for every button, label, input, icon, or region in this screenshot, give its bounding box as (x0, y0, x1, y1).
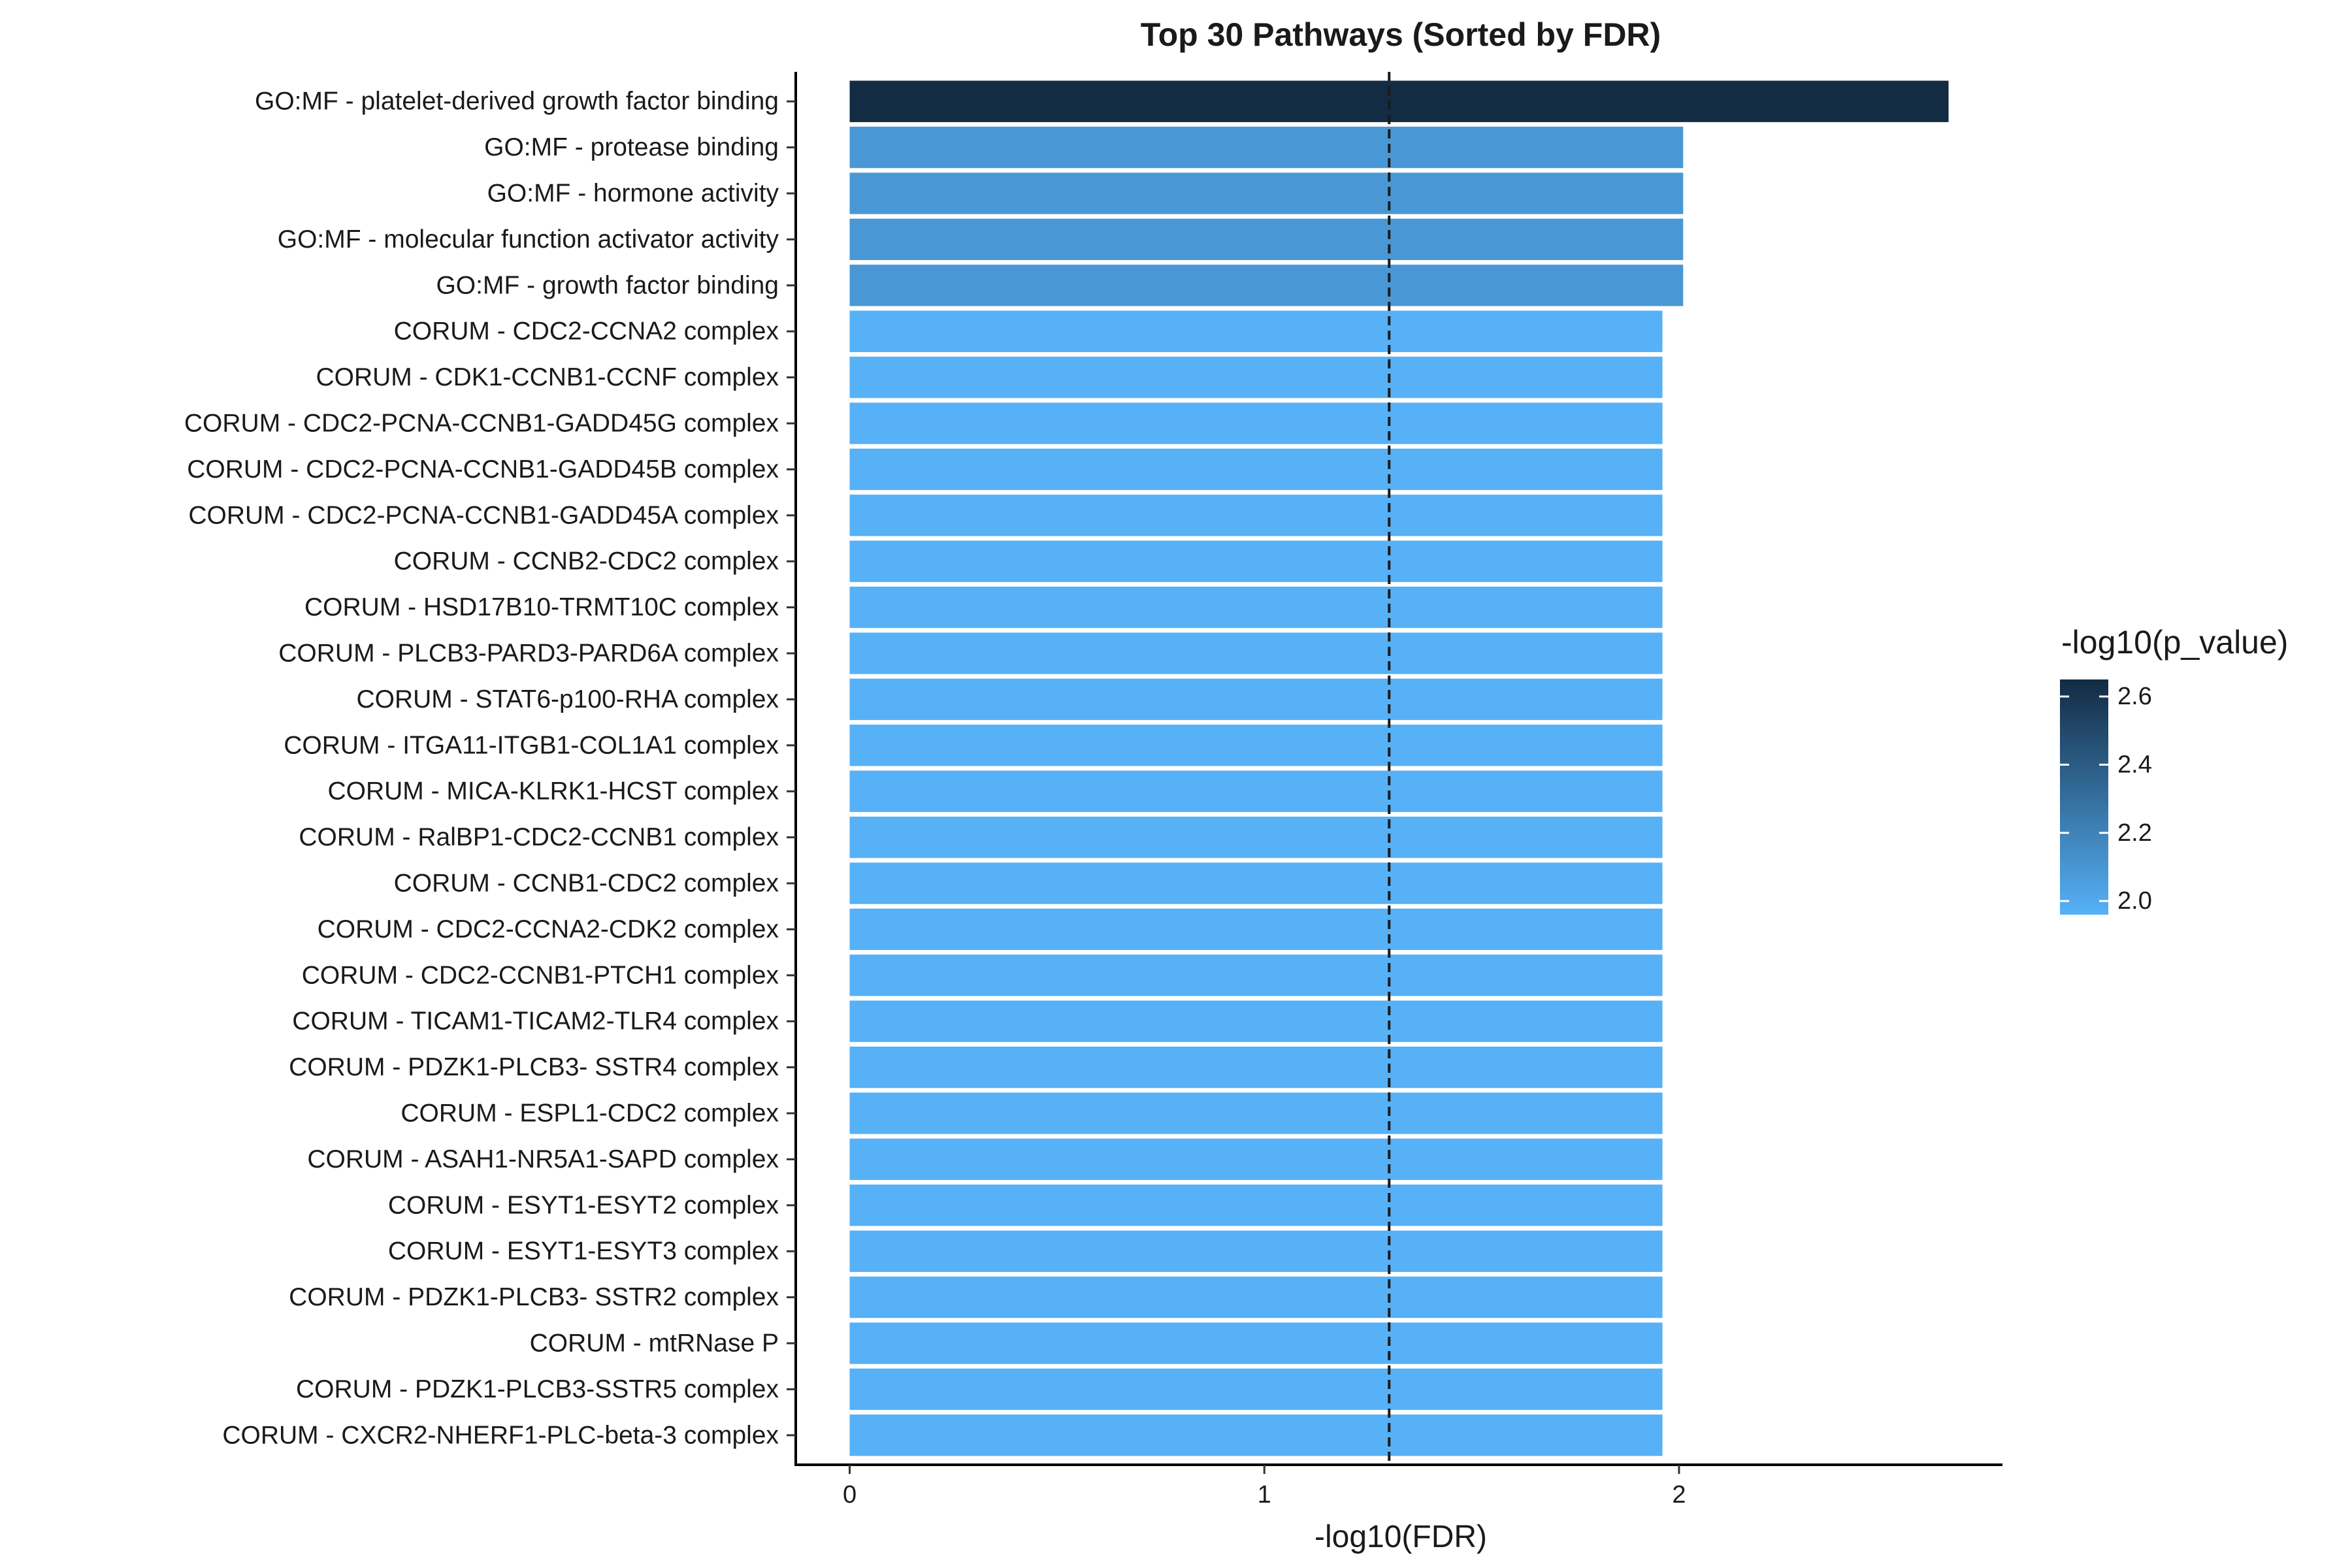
bar (849, 448, 1663, 491)
bar (849, 356, 1663, 399)
category-label: CORUM - PDZK1-PLCB3- SSTR4 complex (289, 1053, 779, 1081)
category-label: CORUM - CDK1-CCNB1-CCNF complex (316, 363, 779, 391)
x-tick-label: 0 (843, 1481, 857, 1509)
bar (849, 955, 1663, 996)
category-label: CORUM - CCNB1-CDC2 complex (394, 870, 779, 898)
category-label: CORUM - HSD17B10-TRMT10C complex (304, 593, 779, 621)
bar (849, 725, 1663, 766)
category-label: GO:MF - protease binding (484, 133, 779, 161)
bar (849, 1414, 1663, 1456)
x-tick-label: 1 (1258, 1481, 1271, 1509)
legend-tick-label: 2.6 (2117, 683, 2152, 710)
category-label: CORUM - CDC2-PCNA-CCNB1-GADD45A complex (188, 501, 779, 529)
bar (849, 908, 1663, 951)
category-label: CORUM - ESYT1-ESYT2 complex (388, 1191, 779, 1219)
bar (849, 80, 1949, 122)
bar (849, 126, 1684, 169)
category-label: GO:MF - hormone activity (487, 180, 779, 208)
legend-tick-label: 2.4 (2117, 751, 2152, 778)
bar (849, 402, 1663, 444)
category-label: CORUM - mtRNase P (530, 1330, 779, 1358)
category-label: CORUM - CCNB2-CDC2 complex (394, 547, 779, 576)
bar (849, 586, 1663, 629)
bar (849, 1000, 1663, 1042)
bar (849, 1092, 1663, 1134)
bar (849, 1276, 1663, 1318)
bar (849, 1368, 1663, 1411)
bar (849, 632, 1663, 674)
bar (849, 816, 1663, 858)
legend-colorbar (2060, 679, 2108, 915)
category-label: CORUM - ITGA11-ITGB1-COL1A1 complex (284, 731, 779, 759)
bar (849, 1046, 1663, 1088)
legend-tick-label: 2.0 (2117, 887, 2152, 915)
bar (849, 678, 1663, 721)
category-label: CORUM - CDC2-PCNA-CCNB1-GADD45B complex (187, 455, 779, 483)
legend-title: -log10(p_value) (2061, 624, 2288, 661)
category-label: CORUM - CDC2-CCNA2 complex (394, 318, 779, 346)
bar (849, 1230, 1663, 1272)
bars-group (849, 72, 1949, 1465)
bar (849, 1184, 1663, 1226)
bar (849, 862, 1663, 904)
category-label: CORUM - ESYT1-ESYT3 complex (388, 1237, 779, 1266)
category-label: GO:MF - platelet-derived growth factor b… (255, 88, 779, 116)
x-ticks: 0 1 2 (843, 1465, 1686, 1509)
bar (849, 770, 1663, 812)
bar (849, 265, 1684, 306)
bar (849, 218, 1684, 261)
category-label: CORUM - PDZK1-PLCB3-SSTR5 complex (296, 1375, 779, 1403)
category-label: GO:MF - growth factor binding (436, 271, 779, 299)
bar (849, 310, 1663, 352)
legend-tick-label: 2.2 (2117, 819, 2152, 847)
axes (787, 72, 2002, 1466)
category-label: CORUM - CXCR2-NHERF1-PLC-beta-3 complex (222, 1421, 779, 1449)
category-label: CORUM - ASAH1-NR5A1-SAPD complex (307, 1145, 779, 1173)
color-legend: -log10(p_value) 2.0 2.2 2.4 2.6 (2060, 624, 2288, 915)
category-label: CORUM - PLCB3-PARD3-PARD6A complex (278, 640, 779, 668)
category-label: CORUM - RalBP1-CDC2-CCNB1 complex (299, 823, 779, 851)
category-label: CORUM - CDC2-CCNA2-CDK2 complex (318, 915, 779, 943)
x-tick-label: 2 (1672, 1481, 1686, 1509)
category-labels: GO:MF - platelet-derived growth factor b… (184, 88, 779, 1450)
chart-title: Top 30 Pathways (Sorted by FDR) (1141, 16, 1661, 53)
bar (849, 1138, 1663, 1181)
category-label: CORUM - CDC2-PCNA-CCNB1-GADD45G complex (184, 410, 779, 438)
category-label: CORUM - CDC2-CCNB1-PTCH1 complex (302, 961, 779, 989)
category-label: CORUM - TICAM1-TICAM2-TLR4 complex (292, 1007, 779, 1036)
category-label: CORUM - ESPL1-CDC2 complex (400, 1100, 779, 1128)
bar (849, 1322, 1663, 1364)
bar (849, 495, 1663, 536)
category-label: CORUM - PDZK1-PLCB3- SSTR2 complex (289, 1283, 779, 1311)
category-label: CORUM - STAT6-p100-RHA complex (356, 685, 779, 713)
x-axis-title: -log10(FDR) (1315, 1520, 1487, 1554)
bar (849, 540, 1663, 582)
bar (849, 172, 1684, 214)
category-label: GO:MF - molecular function activator act… (278, 225, 779, 253)
category-label: CORUM - MICA-KLRK1-HCST complex (327, 777, 779, 806)
